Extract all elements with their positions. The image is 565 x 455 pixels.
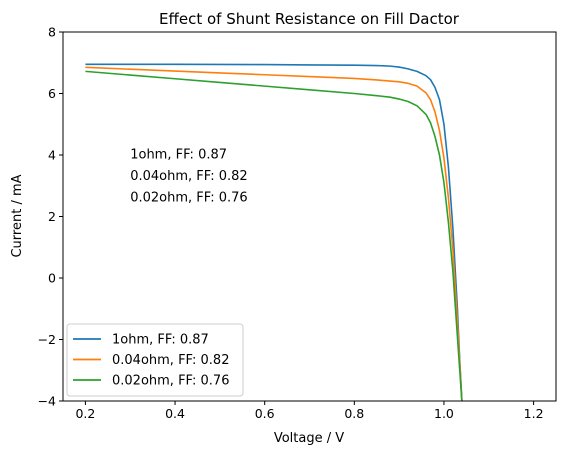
x-tick-label: 1.0 [434, 406, 454, 421]
chart-title: Effect of Shunt Resistance on Fill Dacto… [159, 10, 460, 28]
y-tick-label: −4 [38, 394, 56, 409]
legend-label: 0.02ohm, FF: 0.76 [112, 374, 229, 389]
series-line-2 [85, 66, 463, 401]
series-line-1 [85, 63, 463, 401]
y-tick-label: 0 [48, 271, 56, 286]
y-tick-label: 2 [48, 209, 56, 224]
x-tick-label: 1.2 [524, 406, 544, 421]
annotation-text: 0.02ohm, FF: 0.76 [130, 191, 247, 206]
y-tick-label: −2 [38, 332, 56, 347]
x-tick-label: 0.2 [75, 406, 95, 421]
annotation-text: 0.04ohm, FF: 0.82 [130, 169, 247, 184]
x-tick-label: 0.6 [255, 406, 275, 421]
legend-label: 1ohm, FF: 0.87 [112, 333, 209, 348]
legend-label: 0.04ohm, FF: 0.82 [112, 353, 229, 368]
x-axis: 0.2 0.4 0.6 0.8 1.0 1.2 [75, 401, 544, 421]
legend: 1ohm, FF: 0.87 0.04ohm, FF: 0.82 0.02ohm, … [66, 323, 244, 397]
y-tick-label: 4 [48, 148, 56, 163]
y-tick-label: 6 [48, 86, 56, 101]
series-line-3 [85, 70, 463, 401]
annotation-text: 1ohm, FF: 0.87 [130, 148, 227, 163]
legend-box [66, 323, 244, 397]
series-layer [85, 63, 463, 401]
x-tick-label: 0.4 [165, 406, 185, 421]
y-tick-label: 8 [48, 25, 56, 40]
y-axis-label: Current / mA [10, 174, 25, 257]
y-axis: −4 −2 0 2 4 6 8 [38, 25, 63, 409]
x-axis-label: Voltage / V [274, 431, 344, 446]
x-tick-label: 0.8 [344, 406, 364, 421]
annotation-layer: 1ohm, FF: 0.87 0.04ohm, FF: 0.82 0.02ohm, … [130, 148, 247, 206]
